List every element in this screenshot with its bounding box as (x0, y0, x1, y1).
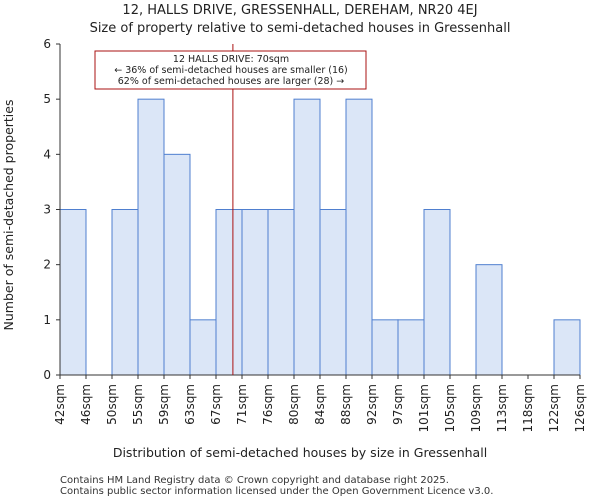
y-tick-label: 6 (43, 37, 51, 51)
footer-line1: Contains HM Land Registry data © Crown c… (60, 475, 449, 486)
x-tick-label: 76sqm (261, 384, 275, 425)
annotation-line3: 62% of semi-detached houses are larger (… (118, 76, 345, 87)
bar-97sqm (397, 319, 425, 376)
bar-80sqm (293, 98, 321, 376)
x-axis-group: 42sqm 46sqm 50sqm 55sqm 59sqm 63sqm 67sqm 71sqm… (53, 374, 587, 432)
y-tick-label: 2 (43, 258, 51, 272)
bar-88sqm (345, 98, 373, 376)
bar-76sqm (267, 209, 295, 376)
x-tick-label: 122sqm (547, 384, 561, 432)
y-tick-label: 3 (43, 203, 51, 217)
bar-122sqm (553, 319, 581, 376)
bar-84sqm (319, 209, 347, 376)
x-tick-label: 63sqm (183, 384, 197, 425)
y-tick-label: 4 (43, 147, 51, 161)
bar-59sqm (163, 153, 191, 376)
x-tick-label: 80sqm (287, 384, 301, 425)
x-tick-label: 50sqm (105, 384, 119, 425)
x-tick-label: 97sqm (391, 384, 405, 425)
bar-92sqm (371, 319, 399, 376)
x-tick-label: 92sqm (365, 384, 379, 425)
x-tick-label: 113sqm (495, 384, 509, 432)
x-tick-label: 105sqm (443, 384, 457, 432)
annotation-line2: ← 36% of semi-detached houses are smalle… (114, 65, 348, 76)
bar-50sqm (111, 209, 139, 376)
x-tick-label: 101sqm (417, 384, 431, 432)
annotation-line1: 12 HALLS DRIVE: 70sqm (173, 54, 289, 65)
x-tick-label: 67sqm (209, 384, 223, 425)
x-tick-label: 42sqm (53, 384, 67, 425)
bar-63sqm (189, 319, 217, 376)
y-tick-label: 0 (43, 368, 51, 382)
footer-line2: Contains public sector information licen… (60, 486, 493, 497)
x-tick-label: 71sqm (235, 384, 249, 425)
annotation-box (94, 50, 367, 90)
x-tick-label: 55sqm (131, 384, 145, 425)
x-tick-label: 84sqm (313, 384, 327, 425)
x-tick-label: 46sqm (79, 384, 93, 425)
y-tick-label: 5 (43, 92, 51, 106)
bars-group (59, 98, 581, 376)
chart-title-line1: 12, HALLS DRIVE, GRESSENHALL, DEREHAM, N… (122, 3, 477, 18)
x-tick-label: 109sqm (469, 384, 483, 432)
y-axis-label: Number of semi-detached properties (1, 100, 16, 331)
chart-title-line2: Size of property relative to semi-detach… (90, 21, 511, 36)
x-tick-label: 88sqm (339, 384, 353, 425)
bar-67sqm (215, 209, 243, 376)
x-axis-label: Distribution of semi-detached houses by … (113, 445, 487, 460)
bar-55sqm (137, 98, 165, 376)
y-tick-label: 1 (43, 313, 51, 327)
x-tick-label: 118sqm (521, 384, 535, 432)
y-axis-group: 0 1 2 3 4 5 6 (43, 37, 61, 382)
bar-101sqm (423, 209, 451, 376)
x-tick-label: 59sqm (157, 384, 171, 425)
bar-109sqm (475, 264, 503, 376)
bar-42sqm (59, 209, 87, 376)
bar-71sqm (241, 209, 269, 376)
x-tick-label: 126sqm (573, 384, 587, 432)
